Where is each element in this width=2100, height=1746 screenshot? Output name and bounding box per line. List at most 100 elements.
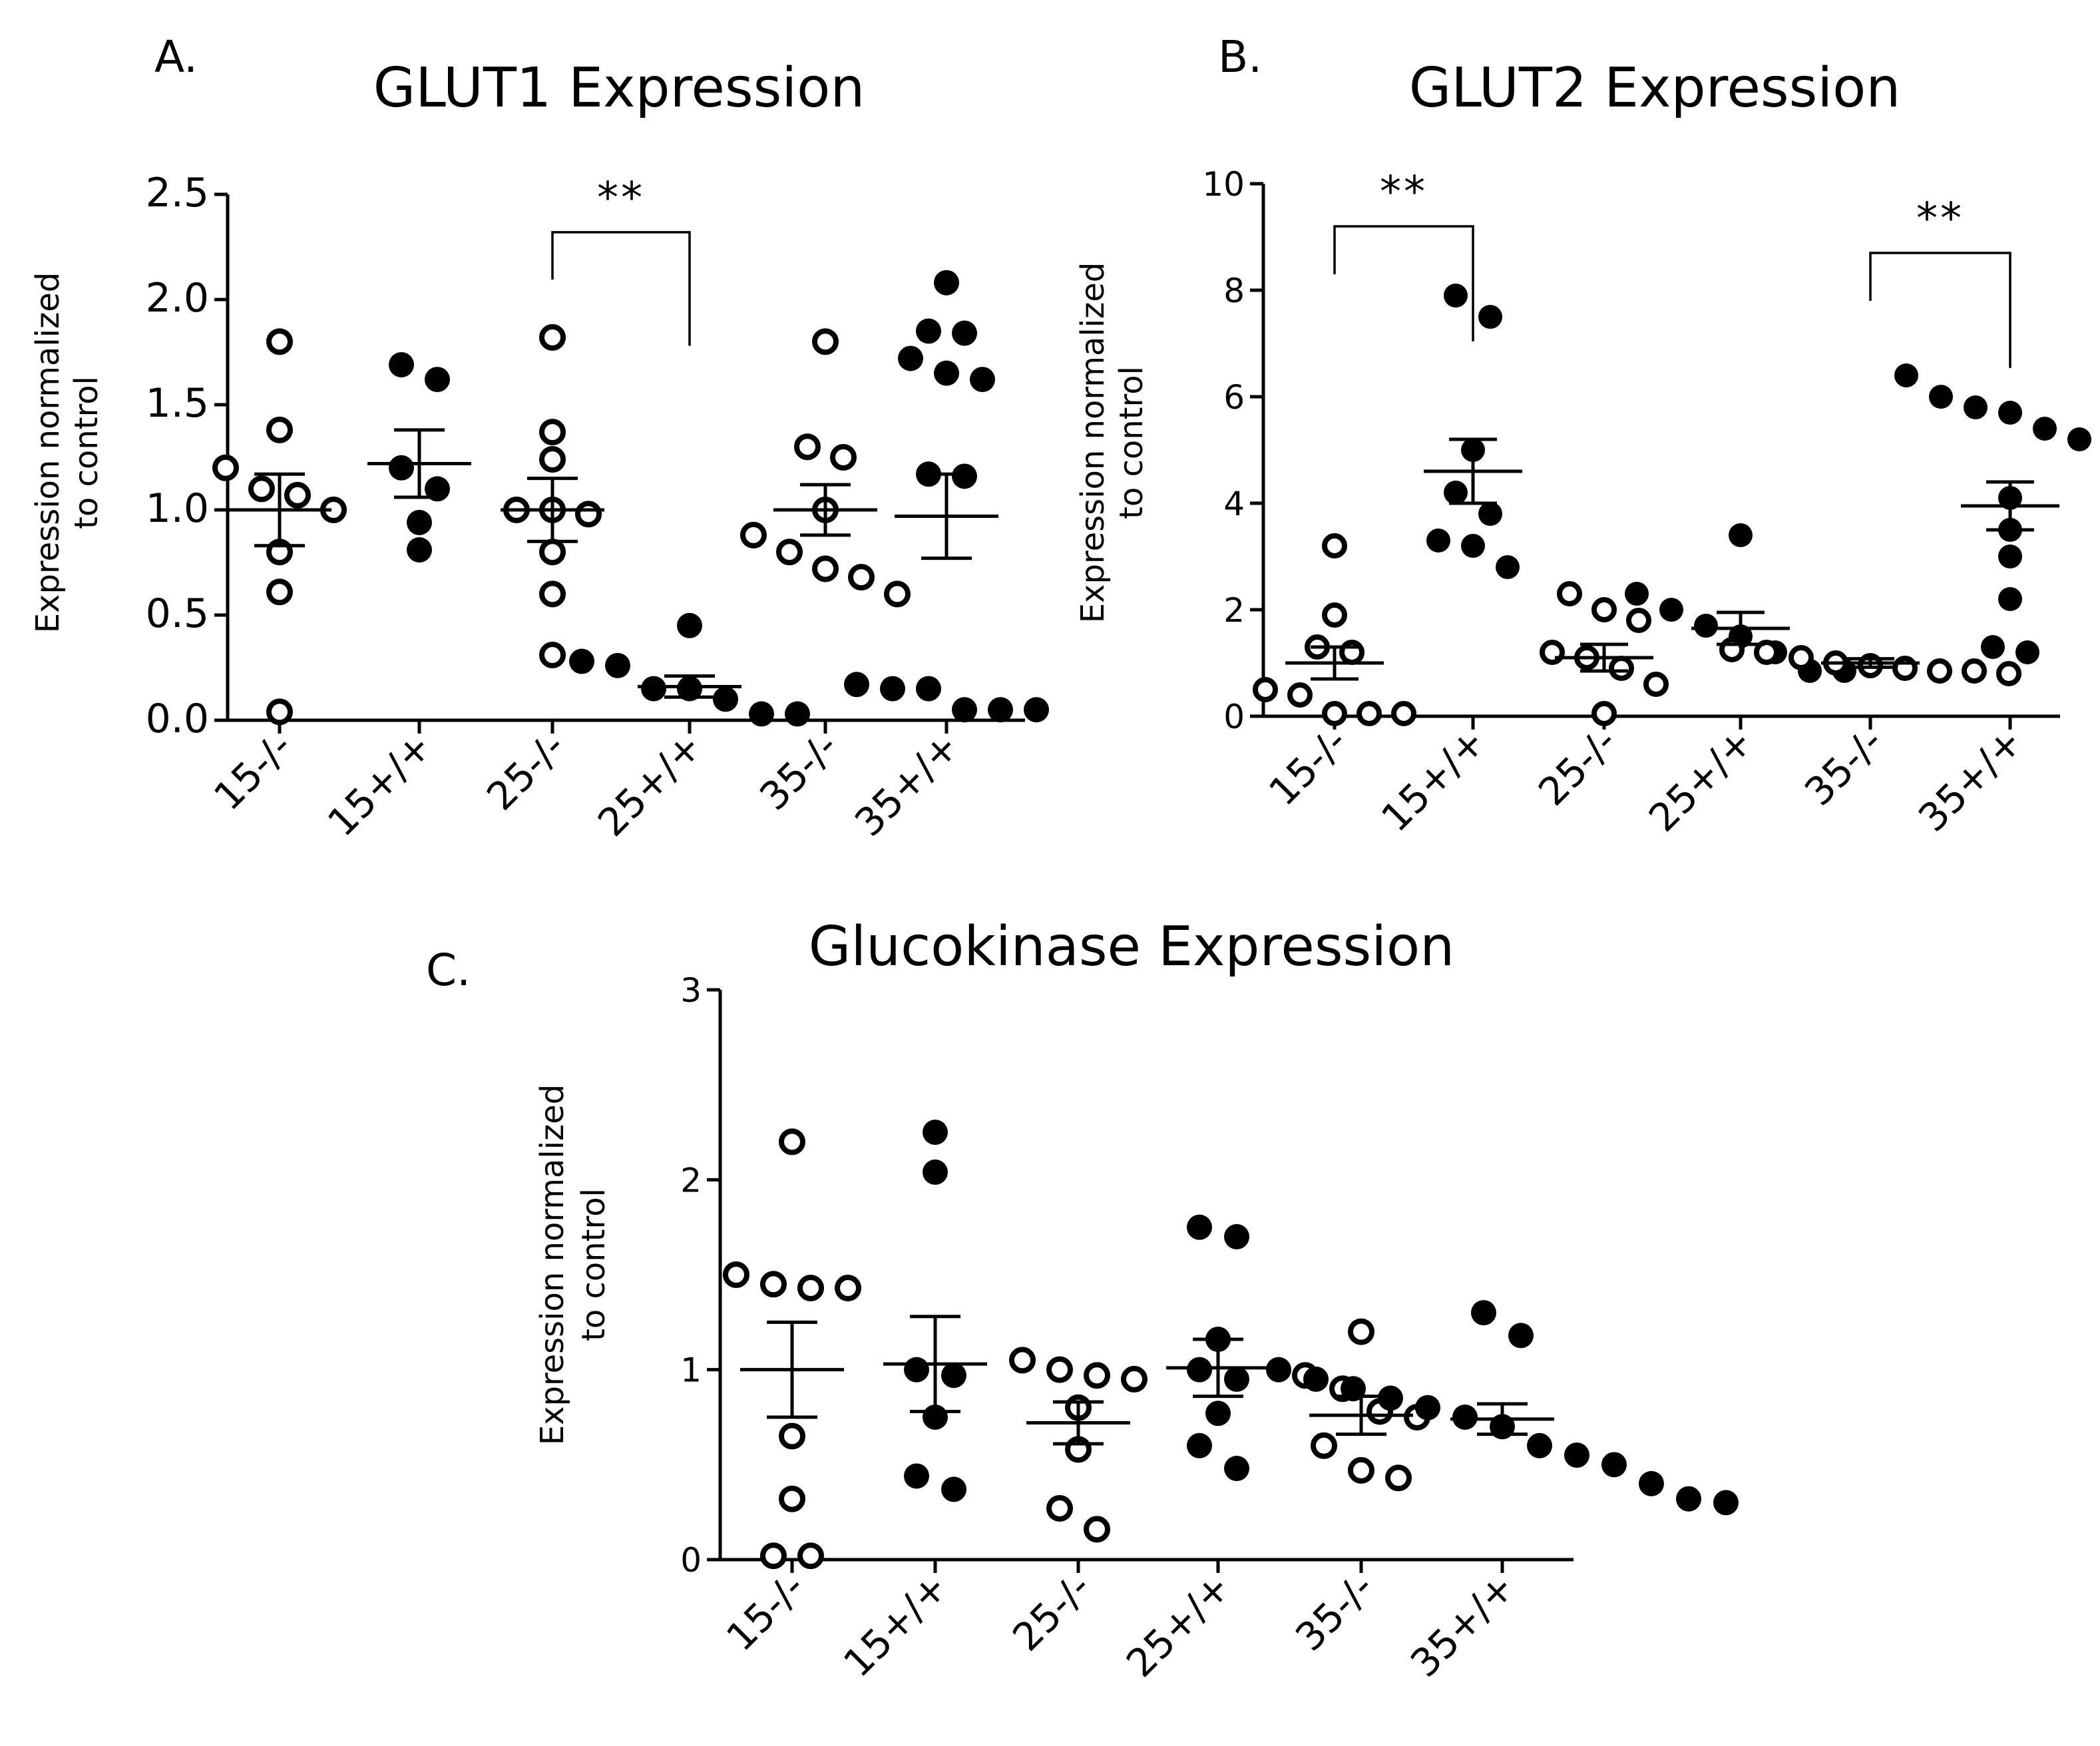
filled-point [641,676,666,702]
y-tick-label: 2 [1223,591,1245,630]
open-point [1322,533,1347,558]
open-point [779,1422,805,1450]
filled-point [923,1120,948,1145]
filled-point [952,463,977,489]
y-tick-label: 3 [680,971,702,1010]
filled-point [1676,1486,1701,1512]
filled-point [1452,1405,1478,1430]
open-point [1609,656,1634,681]
open-point [1788,645,1814,670]
y-axis-label: Expression normalized [1074,262,1112,624]
filled-point [1444,284,1468,308]
filled-point [569,648,594,674]
significance-bracket [551,231,691,346]
open-point [812,555,839,582]
open-point [1009,1347,1036,1374]
chart-title: GLUT1 Expression [373,57,865,120]
open-point [266,578,293,606]
filled-point [1461,534,1485,558]
significance-bracket [1869,252,2011,368]
filled-point [941,1363,966,1389]
filled-point [1929,385,1953,409]
filled-point [1444,481,1468,505]
open-point [1084,1516,1110,1543]
filled-point [1508,1323,1534,1349]
filled-point [1224,1366,1249,1392]
open-point [1322,602,1347,628]
filled-point [1205,1401,1231,1426]
filled-point [904,1357,929,1383]
open-point [779,1485,805,1512]
open-point [539,324,566,351]
open-point [539,539,566,566]
filled-point [880,676,905,702]
y-axis-label: to control [1113,366,1150,519]
open-point [760,1271,787,1298]
open-point [1046,1356,1073,1383]
filled-point [916,676,941,702]
open-point [1962,658,1987,684]
open-point [266,416,293,443]
filled-point [898,345,923,371]
open-point [539,419,566,446]
open-point [779,1128,805,1156]
y-tick-label: 1.5 [146,380,209,427]
filled-point [934,360,959,386]
open-point [1754,640,1779,665]
y-axis-label: to control [68,376,105,529]
open-point [1322,701,1347,726]
open-point [1557,581,1582,606]
filled-point [952,697,977,723]
filled-point [1224,1223,1249,1249]
filled-point [425,367,450,393]
filled-point [1478,305,1502,329]
open-point [776,539,803,566]
filled-point [1187,1432,1212,1458]
open-point [1591,701,1617,726]
filled-point [941,1476,966,1502]
open-point [1591,597,1617,622]
filled-point [904,1463,929,1489]
open-point [212,454,239,481]
open-point [248,475,275,503]
open-point [266,328,293,355]
open-point [1287,682,1313,708]
y-axis-label: to control [575,1188,612,1341]
open-point [1996,661,2021,686]
filled-point [970,367,995,393]
filled-point [1426,529,1450,552]
open-point [723,1261,749,1288]
filled-point [923,1159,948,1185]
open-point [797,1274,824,1301]
filled-point [1187,1357,1212,1383]
open-point [830,444,857,471]
filled-point [1378,1385,1403,1411]
filled-point [407,509,432,535]
open-point [1311,1432,1337,1459]
open-point [539,580,566,608]
open-point [1385,1464,1412,1492]
filled-point [389,455,414,481]
filled-point [1266,1357,1291,1383]
y-tick-label: 2.0 [146,275,209,322]
open-point [539,642,566,669]
filled-point [2033,417,2057,441]
open-point [1121,1365,1148,1393]
open-point [760,1542,787,1570]
significance-label: ** [597,174,645,223]
filled-point [1894,363,1918,387]
y-tick-label: 2.5 [146,170,209,216]
open-point [1348,1456,1374,1484]
open-point [797,1542,824,1570]
y-tick-label: 1 [680,1351,702,1390]
filled-point [1601,1452,1627,1478]
open-point [539,446,566,473]
filled-point [2015,640,2039,664]
filled-point [988,697,1013,723]
filled-point [1964,395,1988,419]
chart-title: GLUT2 Expression [1409,57,1901,120]
open-point [1626,608,1651,633]
filled-point [1981,635,2005,659]
open-point [1391,701,1416,726]
open-point [266,698,293,726]
